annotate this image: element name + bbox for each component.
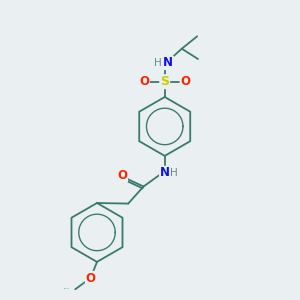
Text: N: N	[160, 167, 170, 179]
Text: O: O	[85, 272, 95, 285]
Text: H: H	[170, 168, 178, 178]
Text: H: H	[154, 58, 162, 68]
Text: N: N	[163, 56, 173, 69]
Text: O: O	[139, 75, 149, 88]
Text: methoxy: methoxy	[64, 288, 70, 289]
Text: O: O	[180, 75, 190, 88]
Text: S: S	[160, 75, 169, 88]
Text: O: O	[117, 169, 127, 182]
